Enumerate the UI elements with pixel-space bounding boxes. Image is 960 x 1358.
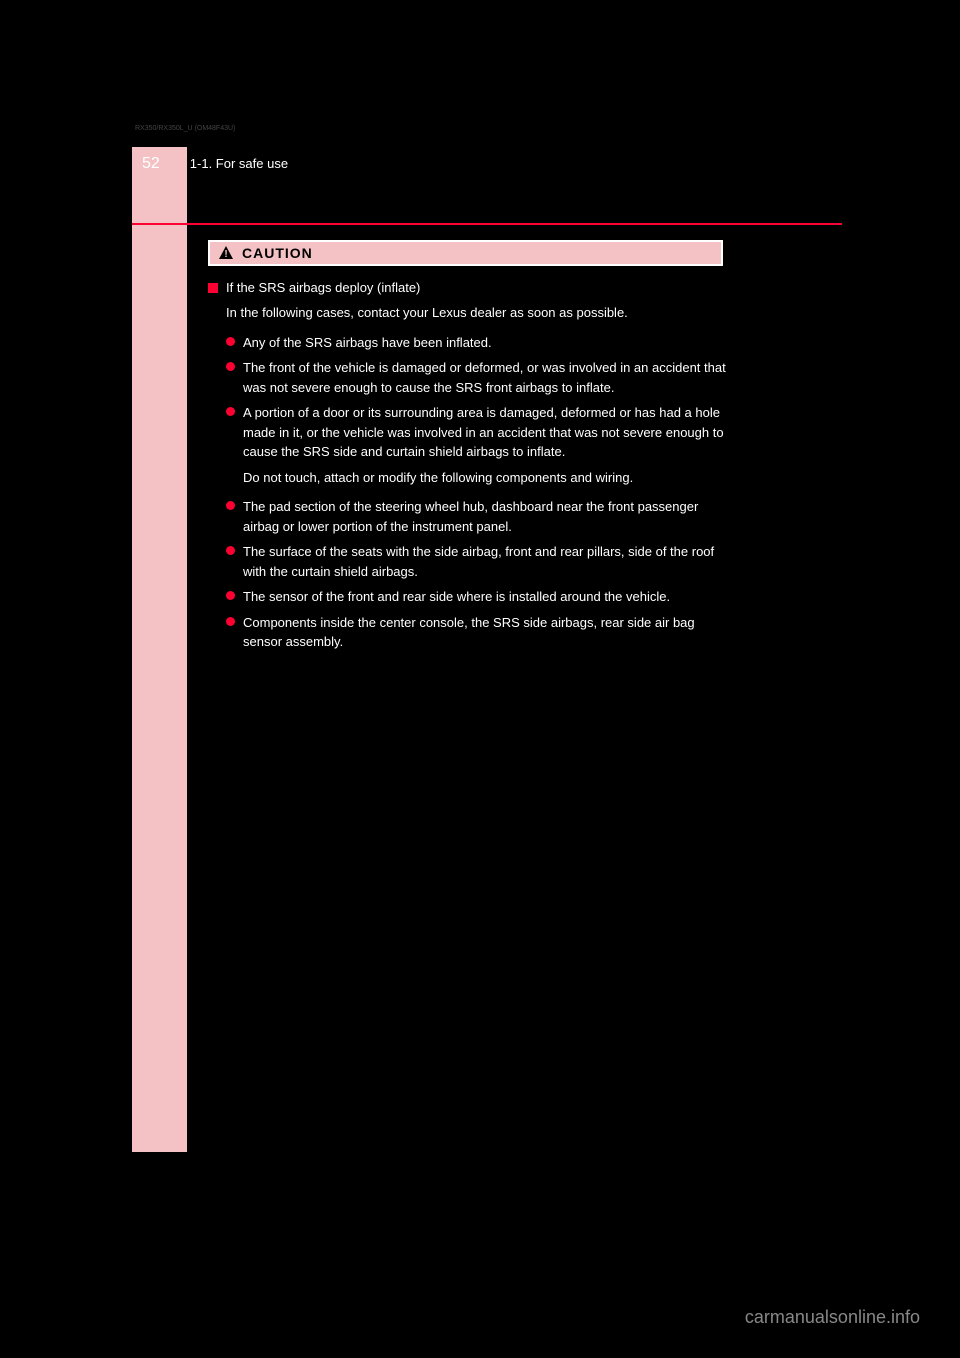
heading-text: If the SRS airbags deploy (inflate) <box>226 280 420 295</box>
list-item: The front of the vehicle is damaged or d… <box>226 358 728 397</box>
list-item: Components inside the center console, th… <box>226 613 728 652</box>
section-heading: If the SRS airbags deploy (inflate) <box>208 280 728 295</box>
bullet-text: The surface of the seats with the side a… <box>243 542 728 581</box>
caution-box: ! CAUTION <box>208 240 723 266</box>
watermark: carmanualsonline.info <box>745 1307 920 1328</box>
header-divider <box>132 223 842 225</box>
list-item: A portion of a door or its surrounding a… <box>226 403 728 462</box>
bullet-icon <box>226 362 235 371</box>
list-item: Any of the SRS airbags have been inflate… <box>226 333 728 353</box>
bullet-text: The pad section of the steering wheel hu… <box>243 497 728 536</box>
file-reference: RX350/RX350L_U (OM48F43U) <box>135 125 235 132</box>
bullet-text: A portion of a door or its surrounding a… <box>243 403 728 462</box>
list-item: The sensor of the front and rear side wh… <box>226 587 728 607</box>
bullet-text: The sensor of the front and rear side wh… <box>243 587 670 607</box>
list-item: The pad section of the steering wheel hu… <box>226 497 728 536</box>
intro-paragraph: In the following cases, contact your Lex… <box>226 303 728 323</box>
sidebar-tab <box>132 147 187 1152</box>
caution-header: ! CAUTION <box>210 242 721 264</box>
bullet-icon <box>226 591 235 600</box>
bullet-icon <box>226 501 235 510</box>
bullet-icon <box>226 407 235 416</box>
page-number: 52 <box>142 155 160 173</box>
bullet-icon <box>226 337 235 346</box>
bullet-icon <box>226 617 235 626</box>
bullet-icon <box>226 546 235 555</box>
bullet-text: The front of the vehicle is damaged or d… <box>243 358 728 397</box>
section-reference: 1-1. For safe use <box>190 156 288 171</box>
warning-triangle-icon: ! <box>218 245 234 261</box>
svg-text:!: ! <box>224 249 227 260</box>
heading-marker-icon <box>208 283 218 293</box>
bullet-text: Components inside the center console, th… <box>243 613 728 652</box>
page-header: 52 1-1. For safe use <box>132 155 832 173</box>
content-area: If the SRS airbags deploy (inflate) In t… <box>208 280 728 658</box>
list-item: The surface of the seats with the side a… <box>226 542 728 581</box>
caution-label: CAUTION <box>242 245 313 261</box>
sub-intro-paragraph: Do not touch, attach or modify the follo… <box>243 468 728 488</box>
bullet-text: Any of the SRS airbags have been inflate… <box>243 333 492 353</box>
